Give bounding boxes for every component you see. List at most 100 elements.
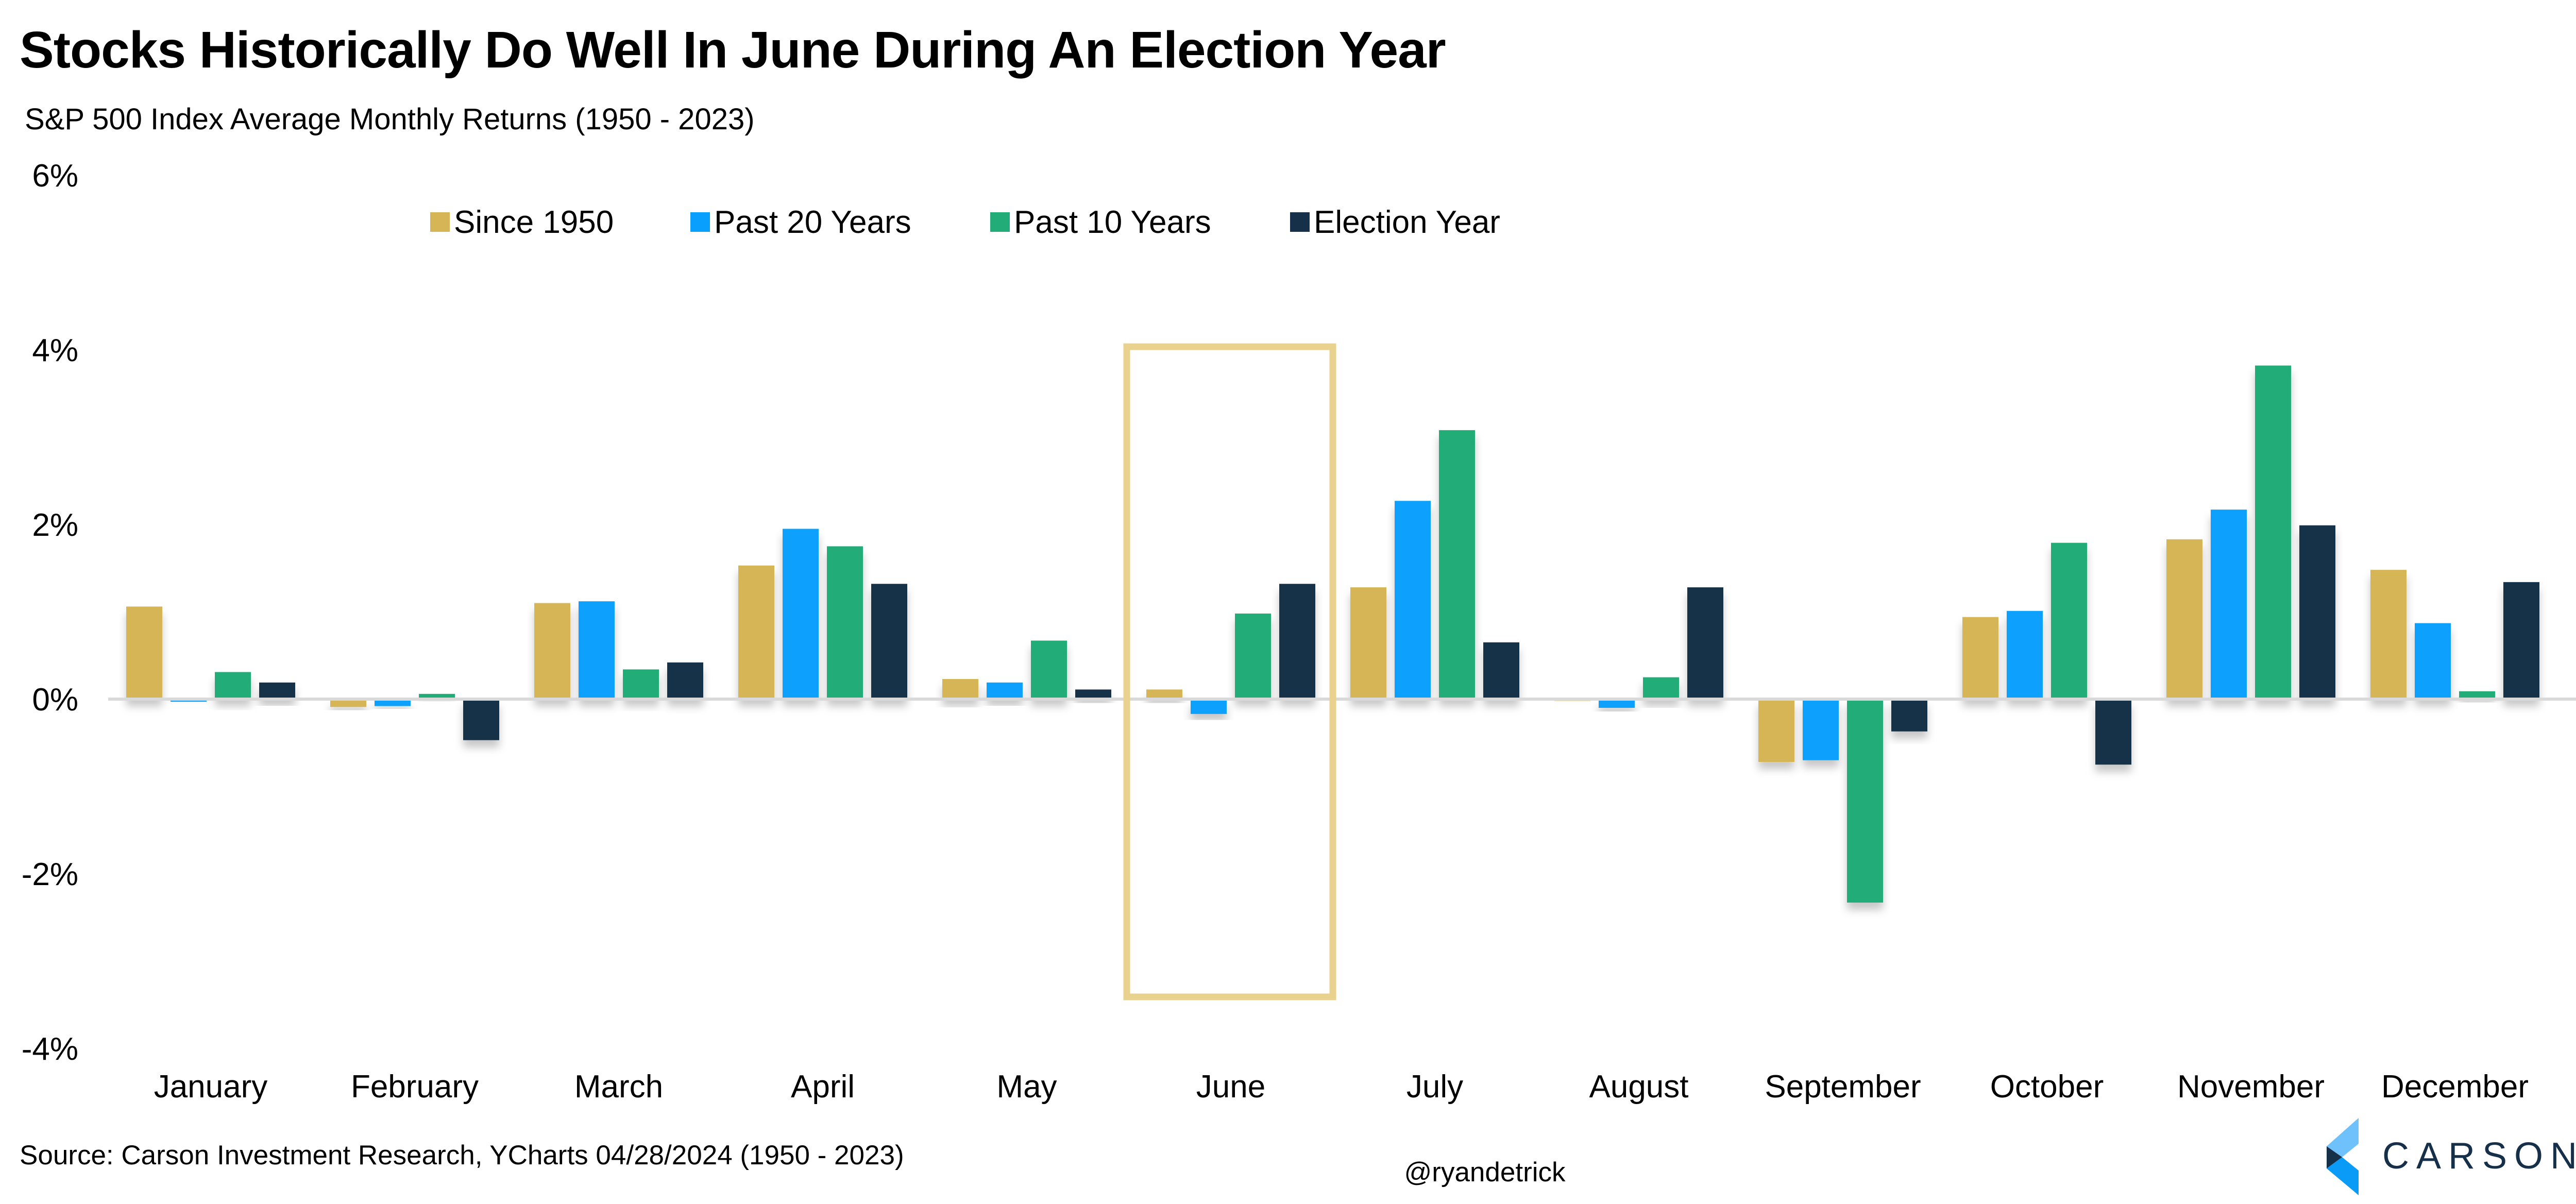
logo-mark-top — [2327, 1118, 2359, 1157]
bar — [1758, 699, 1794, 762]
legend-label: Election Year — [1314, 205, 1500, 240]
bar — [2051, 542, 2087, 699]
bar — [579, 601, 615, 699]
legend-swatch — [1290, 212, 1310, 232]
bar — [2095, 699, 2131, 765]
bar-group-march — [534, 601, 703, 699]
bar — [1643, 677, 1679, 699]
x-tick-label: March — [574, 1069, 663, 1105]
bar-group-february — [330, 693, 499, 740]
bar — [1350, 587, 1386, 699]
bar — [1962, 617, 1998, 699]
chart-subtitle: S&P 500 Index Average Monthly Returns (1… — [25, 103, 755, 136]
bar — [1483, 642, 1519, 699]
bar — [1395, 501, 1431, 699]
bar — [126, 606, 162, 699]
bar — [2211, 510, 2247, 699]
bar — [1803, 699, 1839, 760]
bar — [2370, 570, 2406, 699]
bar — [871, 584, 907, 699]
bar — [1891, 699, 1927, 732]
logo-mark-center — [2327, 1146, 2342, 1168]
x-tick-label: October — [1990, 1069, 2104, 1105]
source-note: Source: Carson Investment Research, YCha… — [20, 1140, 904, 1171]
x-tick-label: June — [1196, 1069, 1265, 1105]
x-tick-label: September — [1765, 1069, 1921, 1105]
bar — [667, 662, 703, 699]
y-tick-label: 4% — [32, 333, 78, 368]
chart-title: Stocks Historically Do Well In June Duri… — [20, 21, 1446, 79]
bar-group-april — [738, 529, 907, 699]
bar-group-august — [1554, 587, 1723, 708]
y-tick-label: 2% — [32, 507, 78, 543]
bar — [2299, 525, 2335, 699]
bar — [1439, 430, 1475, 699]
x-tick-label: November — [2177, 1069, 2325, 1105]
bar — [1279, 584, 1315, 699]
x-tick-label: April — [791, 1069, 855, 1105]
bar — [1847, 699, 1883, 903]
bar — [1687, 587, 1723, 699]
legend: Since 1950 Past 20 Years Past 10 Years Elec… — [430, 205, 1500, 240]
author-handle: @ryandetrick — [1404, 1157, 1566, 1188]
bar — [1075, 689, 1111, 699]
legend-item: Since 1950 — [430, 205, 614, 240]
bar — [259, 682, 295, 699]
y-tick-label: -4% — [22, 1031, 78, 1067]
bar — [2415, 623, 2451, 699]
bar — [1146, 689, 1182, 699]
bar — [534, 603, 570, 699]
legend-swatch — [690, 212, 710, 232]
x-tick-label: July — [1406, 1069, 1463, 1105]
legend-swatch — [430, 212, 450, 232]
bar — [375, 699, 411, 706]
logo-mark-bottom — [2327, 1157, 2359, 1195]
bar — [1191, 699, 1227, 714]
x-tick-label: January — [154, 1069, 268, 1105]
bar — [463, 699, 499, 740]
bar-group-june — [1146, 584, 1315, 714]
x-tick-label: December — [2381, 1069, 2529, 1105]
x-axis: January February March April May June July Augu… — [154, 1069, 2529, 1105]
bar-group-july — [1350, 430, 1519, 699]
legend-item: Election Year — [1290, 205, 1500, 240]
bar-group-december — [2370, 570, 2539, 699]
bar — [623, 669, 659, 699]
bar — [738, 565, 774, 699]
bar — [215, 672, 251, 699]
bar — [2459, 691, 2495, 699]
bar — [1235, 613, 1271, 699]
bar — [1599, 699, 1635, 708]
legend-label: Since 1950 — [454, 205, 614, 240]
y-tick-label: 6% — [32, 158, 78, 194]
bar-group-september — [1758, 699, 1927, 903]
bar — [419, 693, 455, 699]
bar-group-october — [1962, 542, 2131, 765]
bar — [2503, 582, 2539, 699]
bar — [2255, 365, 2291, 699]
bar-group-november — [2166, 365, 2335, 699]
y-tick-label: 0% — [32, 682, 78, 718]
svg-text:CARSON: CARSON — [2382, 1135, 2576, 1177]
x-tick-label: February — [351, 1069, 479, 1105]
june-highlight-box — [1123, 343, 1336, 1000]
bar — [2007, 611, 2043, 699]
carson-logo: CARSON — [2327, 1118, 2576, 1195]
bar — [330, 699, 366, 707]
y-axis: -4% -2% 0% 2% 4% 6% — [22, 158, 78, 1067]
bar — [2166, 539, 2202, 699]
bar — [987, 682, 1023, 699]
bar — [942, 679, 978, 699]
y-tick-label: -2% — [22, 857, 78, 892]
legend-label: Past 10 Years — [1014, 205, 1211, 240]
legend-item: Past 20 Years — [690, 205, 911, 240]
bar — [1031, 640, 1067, 699]
legend-label: Past 20 Years — [714, 205, 911, 240]
bar — [783, 529, 819, 699]
legend-swatch — [990, 212, 1010, 232]
x-tick-label: May — [996, 1069, 1057, 1105]
bar-group-may — [942, 640, 1111, 699]
bars — [126, 365, 2539, 903]
x-tick-label: August — [1589, 1069, 1688, 1105]
